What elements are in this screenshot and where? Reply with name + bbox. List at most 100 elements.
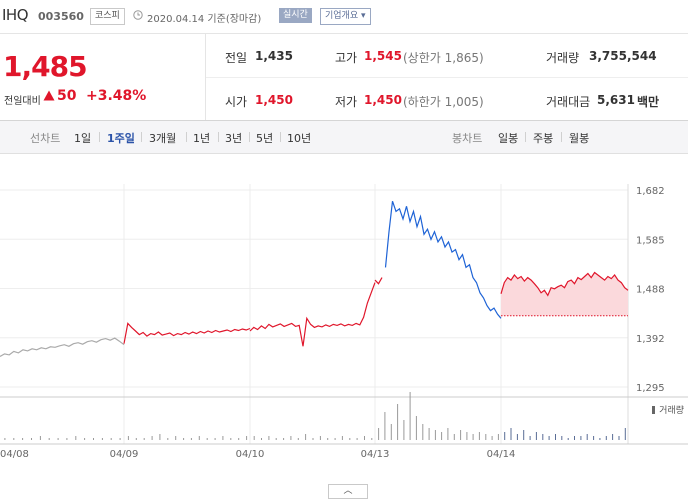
volume-bars bbox=[4, 392, 626, 440]
volume-value: 3,755,544 bbox=[589, 49, 657, 63]
price-line bbox=[0, 337, 125, 358]
volume-bar bbox=[39, 436, 41, 440]
volume-bar bbox=[101, 438, 103, 440]
amount-value: 5,631 bbox=[597, 93, 635, 107]
volume-bar bbox=[441, 432, 443, 440]
volume-legend: 거래량 bbox=[659, 404, 684, 416]
volume-bar bbox=[57, 438, 59, 440]
volume-bar bbox=[198, 436, 200, 440]
expand-button[interactable]: ︿ bbox=[328, 484, 368, 499]
tab-3y[interactable]: 3년 bbox=[225, 132, 243, 145]
volume-bar bbox=[356, 438, 358, 440]
volume-bar bbox=[491, 436, 493, 440]
volume-bar bbox=[127, 436, 129, 440]
x-axis: 04/08 04/09 04/10 04/13 04/14 bbox=[0, 449, 515, 460]
volume-bar bbox=[586, 434, 588, 440]
realtime-button[interactable]: 실시간 bbox=[279, 8, 312, 23]
divider bbox=[141, 132, 142, 142]
period-tabs: 선차트 1일 1주일 3개월 1년 3년 5년 10년 봉차트 일봉 주봉 월봉 bbox=[0, 121, 688, 154]
stock-name: IHQ bbox=[2, 6, 29, 24]
volume-bar bbox=[409, 392, 411, 440]
volume-bar bbox=[580, 436, 582, 440]
price-line bbox=[123, 322, 251, 344]
tab-weekly-candle[interactable]: 주봉 bbox=[533, 132, 554, 145]
volume-bar bbox=[574, 436, 575, 440]
volume-bar bbox=[472, 434, 474, 440]
volume-bar bbox=[22, 438, 24, 440]
volume-bar bbox=[253, 436, 255, 440]
volume-label: 거래량 bbox=[546, 51, 580, 65]
volume-bar bbox=[555, 434, 556, 440]
price-line bbox=[384, 201, 502, 319]
company-info-button[interactable]: 기업개요 ▾ bbox=[320, 8, 371, 25]
volume-bar bbox=[384, 412, 386, 440]
volume-bar bbox=[275, 438, 277, 440]
tab-5y[interactable]: 5년 bbox=[256, 132, 274, 145]
clock-icon bbox=[133, 10, 143, 20]
tab-daily-candle[interactable]: 일봉 bbox=[498, 132, 519, 145]
up-arrow-icon bbox=[43, 90, 55, 101]
volume-bar bbox=[612, 434, 614, 440]
divider bbox=[249, 132, 250, 142]
market-badge: 코스피 bbox=[90, 8, 125, 25]
amount-label: 거래대금 bbox=[546, 95, 591, 109]
price-chart[interactable]: 1,682 1,585 1,488 1,392 1,295 04/08 04/09 04/1… bbox=[0, 154, 688, 484]
price-change: 50 bbox=[57, 88, 77, 104]
x-tick-label: 04/08 bbox=[0, 449, 29, 460]
tab-3m[interactable]: 3개월 bbox=[149, 132, 177, 145]
volume-bar bbox=[246, 436, 248, 440]
y-tick-label: 1,585 bbox=[636, 235, 665, 246]
divider bbox=[525, 132, 526, 142]
volume-bar bbox=[230, 438, 232, 440]
volume-bar bbox=[397, 404, 399, 440]
volume-bar bbox=[183, 438, 185, 440]
volume-bar bbox=[283, 438, 285, 440]
open-value: 1,450 bbox=[255, 93, 293, 107]
volume-bar bbox=[214, 438, 216, 440]
volume-bar bbox=[334, 438, 336, 440]
divider bbox=[206, 77, 688, 78]
volume-bar bbox=[434, 430, 436, 440]
volume-bar bbox=[190, 438, 192, 440]
volume-bar bbox=[48, 438, 50, 440]
volume-bar bbox=[371, 438, 373, 440]
high-value: 1,545 bbox=[364, 49, 402, 63]
volume-bar bbox=[110, 438, 112, 440]
tab-10y[interactable]: 10년 bbox=[287, 132, 312, 145]
upper-limit: (상한가 1,865) bbox=[403, 51, 484, 65]
line-chart-label: 선차트 bbox=[30, 132, 61, 145]
tab-1w[interactable]: 1주일 bbox=[107, 132, 135, 145]
quote-panel: 1,485 전일대비 50 +3.48% 전일 1,435 고가 1,545 (… bbox=[0, 34, 688, 121]
volume-bar bbox=[561, 436, 563, 440]
prev-compare-label: 전일대비 bbox=[4, 96, 41, 107]
y-tick-label: 1,392 bbox=[636, 334, 665, 345]
volume-bar bbox=[290, 436, 292, 440]
tab-1d[interactable]: 1일 bbox=[74, 132, 92, 145]
tab-monthly-candle[interactable]: 월봉 bbox=[569, 132, 590, 145]
volume-bar bbox=[529, 436, 531, 440]
volume-bar bbox=[447, 428, 449, 440]
volume-bar bbox=[466, 432, 468, 440]
volume-bar bbox=[535, 432, 537, 440]
low-value: 1,450 bbox=[364, 93, 402, 107]
volume-bar bbox=[460, 430, 462, 440]
volume-bar bbox=[175, 436, 177, 440]
y-tick-label: 1,295 bbox=[636, 383, 665, 394]
candle-chart-label: 봉차트 bbox=[452, 132, 483, 145]
volume-bar bbox=[222, 436, 224, 440]
company-info-label: 기업개요 bbox=[325, 11, 359, 21]
volume-bar bbox=[66, 438, 68, 440]
volume-bar bbox=[75, 436, 77, 440]
volume-bar bbox=[341, 436, 343, 440]
volume-bar bbox=[238, 438, 240, 440]
divider bbox=[205, 34, 206, 120]
tab-1y[interactable]: 1년 bbox=[193, 132, 211, 145]
stock-code: 003560 bbox=[38, 10, 84, 23]
volume-bar bbox=[593, 436, 595, 440]
volume-bar bbox=[31, 438, 32, 440]
y-tick-label: 1,488 bbox=[636, 285, 665, 296]
low-label: 저가 bbox=[335, 95, 358, 109]
volume-bar bbox=[497, 434, 499, 440]
volume-bar bbox=[319, 436, 321, 440]
volume-bar bbox=[143, 438, 145, 440]
